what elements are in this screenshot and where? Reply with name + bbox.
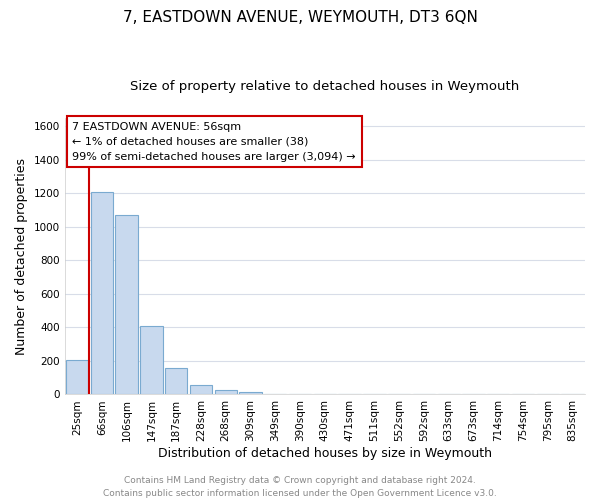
Bar	[239, 392, 262, 394]
Bar	[115, 215, 138, 394]
Bar	[165, 368, 187, 394]
Y-axis label: Number of detached properties: Number of detached properties	[15, 158, 28, 354]
Bar	[190, 385, 212, 394]
Bar	[215, 390, 237, 394]
Bar	[66, 360, 88, 394]
Text: 7 EASTDOWN AVENUE: 56sqm
← 1% of detached houses are smaller (38)
99% of semi-de: 7 EASTDOWN AVENUE: 56sqm ← 1% of detache…	[73, 122, 356, 162]
Bar	[140, 326, 163, 394]
Title: Size of property relative to detached houses in Weymouth: Size of property relative to detached ho…	[130, 80, 520, 93]
X-axis label: Distribution of detached houses by size in Weymouth: Distribution of detached houses by size …	[158, 447, 492, 460]
Bar	[91, 192, 113, 394]
Text: Contains HM Land Registry data © Crown copyright and database right 2024.
Contai: Contains HM Land Registry data © Crown c…	[103, 476, 497, 498]
Text: 7, EASTDOWN AVENUE, WEYMOUTH, DT3 6QN: 7, EASTDOWN AVENUE, WEYMOUTH, DT3 6QN	[122, 10, 478, 25]
